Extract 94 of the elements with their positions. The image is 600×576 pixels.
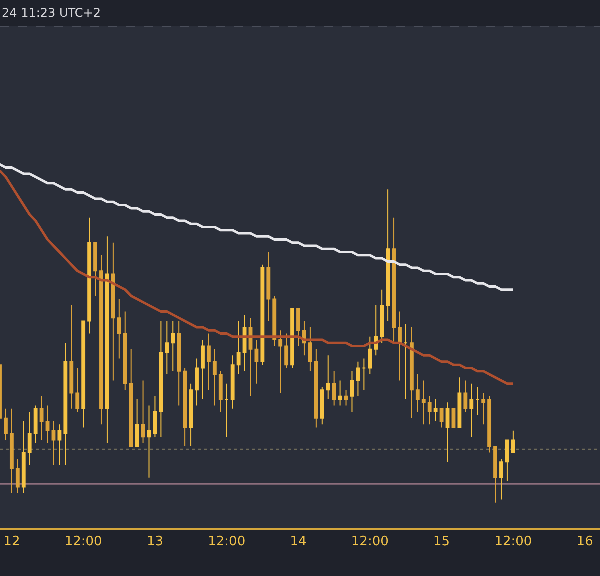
- candlestick: [201, 340, 205, 400]
- candlestick: [410, 326, 414, 419]
- candlestick: [28, 412, 32, 466]
- candlestick: [212, 348, 217, 406]
- candlestick: [153, 396, 158, 438]
- candlestick: [494, 446, 498, 504]
- candlestick: [254, 340, 259, 384]
- candlestick: [272, 296, 277, 347]
- candlestick: [362, 358, 366, 391]
- x-tick-label: 12:00: [494, 534, 532, 550]
- candlestick: [195, 358, 199, 406]
- candlestick: [248, 318, 253, 397]
- candlestick: [171, 320, 176, 372]
- candlestick: [296, 308, 300, 347]
- candlestick: [260, 264, 265, 366]
- candlestick: [218, 370, 223, 413]
- candlestick: [380, 289, 384, 344]
- candlestick: [52, 420, 56, 466]
- candlestick: [159, 320, 164, 438]
- candlestick: [440, 408, 444, 428]
- candlestick: [511, 430, 516, 454]
- candlestick: [76, 368, 80, 413]
- candlestick: [332, 370, 336, 406]
- candlestick: [16, 458, 20, 494]
- x-tick-label: 13: [146, 534, 164, 550]
- candlestick: [117, 298, 122, 360]
- candlestick: [206, 333, 211, 391]
- candlestick: [82, 320, 86, 428]
- x-tick-label: 16: [576, 534, 594, 550]
- candlestick: [506, 440, 510, 482]
- candlestick: [356, 361, 360, 397]
- candlestick: [434, 399, 438, 422]
- text: 24 11:23 UTC+2: [2, 6, 101, 20]
- candlestick: [88, 217, 92, 334]
- candlestick: [94, 242, 98, 297]
- candlestick: [278, 330, 283, 394]
- candlestick: [476, 386, 480, 416]
- candlestick: [284, 333, 289, 369]
- candlestick: [500, 458, 504, 500]
- candlestick: [416, 374, 420, 413]
- candlestick: [470, 383, 474, 438]
- candlestick: [308, 326, 312, 372]
- candlestick: [189, 383, 194, 448]
- candlestick: [183, 368, 188, 448]
- candlestick: [224, 383, 229, 438]
- x-tick-label: 15: [434, 534, 450, 550]
- candlestick: [290, 308, 294, 369]
- candlestick: [165, 320, 170, 375]
- candlestick: [22, 420, 26, 494]
- candlestick: [338, 380, 342, 406]
- candlestick: [428, 396, 432, 426]
- candlestick: [177, 320, 182, 406]
- candlestick: [344, 390, 348, 406]
- candlestick: [46, 405, 50, 444]
- candlestick: [129, 348, 134, 448]
- candlestick: [147, 405, 152, 478]
- candlestick: [482, 392, 486, 426]
- candlestick: [111, 242, 116, 382]
- candlestick: [368, 336, 372, 375]
- x-tick-label: 12:00: [64, 534, 102, 550]
- candlestick: [488, 396, 492, 454]
- x-tick-label: 12:00: [351, 534, 389, 550]
- candlestick: [58, 424, 62, 466]
- candlestick: [374, 305, 378, 356]
- candlestick: [326, 355, 330, 400]
- candlestick: [141, 380, 146, 444]
- candlestick: [64, 342, 68, 466]
- candlestick: [123, 311, 128, 391]
- candlestick: [398, 311, 402, 382]
- candlestick: [100, 254, 104, 426]
- x-tick-label: 12:00: [208, 534, 246, 550]
- candlestick: [386, 189, 390, 322]
- candlestick: [266, 252, 271, 322]
- candlestick: [314, 348, 318, 428]
- candlestick: [392, 217, 396, 344]
- candlestick: [320, 386, 324, 426]
- x-tick-label: 14: [290, 534, 307, 550]
- candlestick: [464, 380, 468, 413]
- candlestick: [70, 305, 74, 410]
- candlestick: [135, 399, 140, 448]
- candlestick: [458, 377, 462, 428]
- candlestick: [242, 314, 247, 372]
- x-tick-label: 12: [4, 534, 20, 550]
- candlestick: [40, 396, 44, 441]
- candlestick: [106, 236, 110, 444]
- candlestick: [4, 408, 8, 441]
- candlestick: [236, 320, 241, 375]
- candlestick: [446, 402, 450, 463]
- candlestick: [34, 405, 38, 444]
- candlestick: [350, 370, 354, 413]
- candlestick: [422, 380, 426, 426]
- candlestick: [230, 355, 235, 410]
- candlestick: [10, 408, 14, 494]
- candlestick: [404, 324, 408, 400]
